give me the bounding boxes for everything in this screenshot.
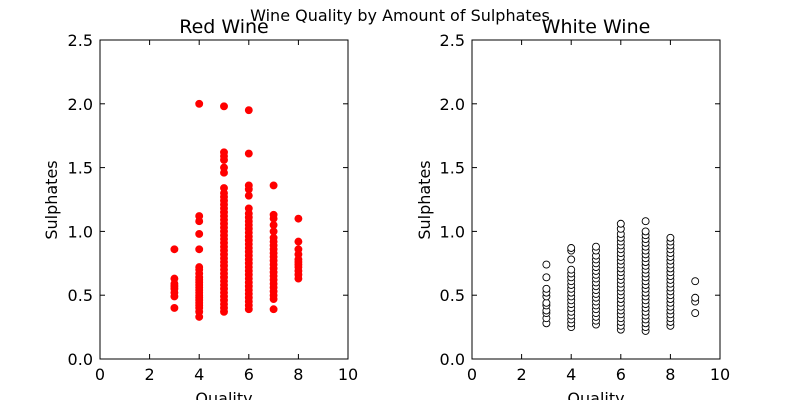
white-wine-point [641, 227, 650, 236]
white-wine-point [567, 244, 576, 252]
red-wine-point [244, 149, 253, 158]
red-wine-point [170, 304, 179, 312]
red-wine-point [269, 210, 278, 219]
red-wine-point [244, 181, 253, 190]
red-wine-xlabel: Quality [195, 389, 252, 400]
red-wine-xtick-label: 0 [95, 365, 105, 384]
red-wine-point [195, 245, 204, 254]
red-wine-ytick-label: 1.5 [68, 159, 93, 178]
white-wine-points [542, 217, 700, 335]
white-wine-point [691, 293, 700, 302]
white-wine-ytick-label: 2.0 [440, 95, 465, 114]
red-wine-xtick-label: 10 [338, 365, 358, 384]
red-wine-xtick-label: 2 [145, 365, 155, 384]
white-wine-axes-frame [471, 39, 721, 360]
white-wine-panel: White Wine Quality Sulphates 0 2 4 6 8 100.00… [415, 16, 730, 400]
red-wine-point [244, 204, 253, 213]
red-wine-panel: Red Wine Quality Sulphates 0 2 4 6 8 10 0.0 0.5… [42, 16, 358, 400]
white-wine-xtick-label: 4 [566, 365, 576, 384]
red-wine-ytick-label: 0.0 [68, 350, 93, 369]
white-wine-point [542, 273, 551, 282]
red-wine-axes: 0 2 4 6 8 10 0.0 0.5 1.0 1.5 2.0 2.5 [68, 31, 359, 384]
white-wine-ytick-label: 0.5 [440, 286, 465, 305]
white-wine-point [567, 265, 576, 274]
red-wine-point [220, 102, 228, 111]
red-wine-title: Red Wine [179, 16, 269, 38]
red-wine-point [244, 106, 253, 115]
white-wine-axes: 0 2 4 6 8 10 0.0 0.5 1.0 1.5 2.0 2.5 [440, 31, 731, 384]
red-wine-ytick-label: 2.0 [68, 95, 93, 114]
white-wine-point [592, 242, 600, 251]
white-wine-point [666, 233, 675, 242]
white-wine-point [567, 255, 576, 264]
white-wine-ytick-label: 1.0 [440, 222, 465, 241]
white-wine-xtick-label: 8 [665, 365, 675, 384]
red-wine-ytick-label: 0.5 [68, 286, 93, 305]
red-wine-point [220, 163, 228, 172]
red-wine-point [195, 99, 204, 108]
red-wine-point [195, 263, 204, 272]
white-wine-point [641, 217, 650, 226]
red-wine-ytick-label: 2.5 [68, 31, 93, 50]
figure-suptitle: Wine Quality by Amount of Sulphates [250, 6, 550, 25]
red-wine-point [220, 184, 228, 192]
white-wine-point [691, 277, 700, 286]
red-wine-xtick-label: 6 [244, 365, 254, 384]
red-wine-point [294, 237, 303, 246]
white-wine-xtick-label: 2 [517, 365, 527, 384]
red-wine-point [269, 305, 278, 314]
white-wine-ytick-label: 2.5 [440, 31, 465, 50]
white-wine-point [691, 309, 700, 318]
red-wine-ytick-label: 1.0 [68, 222, 93, 241]
red-wine-point [170, 245, 179, 254]
white-wine-xtick-label: 10 [710, 365, 730, 384]
red-wine-axes-frame [99, 39, 349, 360]
red-wine-xtick-label: 4 [194, 365, 204, 384]
white-wine-ytick-label: 1.5 [440, 159, 465, 178]
red-wine-point [195, 212, 204, 221]
red-wine-point [294, 245, 303, 254]
white-wine-point [616, 219, 625, 228]
red-wine-xtick-label: 8 [293, 365, 303, 384]
white-wine-title: White Wine [542, 16, 651, 38]
white-wine-ylabel: Sulphates [415, 160, 434, 239]
red-wine-point [269, 181, 278, 190]
white-wine-ytick-label: 0.0 [440, 350, 465, 369]
red-wine-ylabel: Sulphates [42, 160, 61, 239]
white-wine-xtick-label: 0 [467, 365, 477, 384]
white-wine-xtick-label: 6 [616, 365, 626, 384]
white-wine-xlabel: Quality [567, 389, 624, 400]
red-wine-point [195, 230, 204, 238]
red-wine-points [170, 99, 303, 321]
red-wine-point [170, 274, 179, 283]
red-wine-point [294, 214, 303, 223]
white-wine-point [542, 284, 551, 293]
white-wine-point [542, 260, 551, 269]
red-wine-point [220, 148, 228, 157]
